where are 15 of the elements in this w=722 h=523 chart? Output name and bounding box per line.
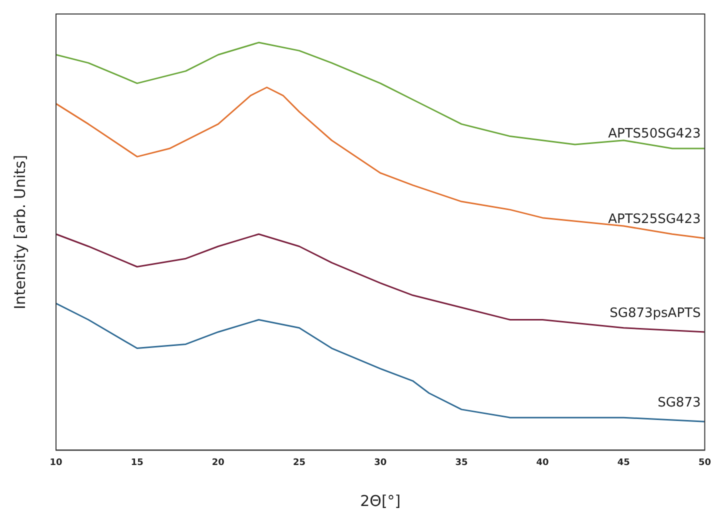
x-tick-label: 15 — [130, 458, 144, 468]
x-tick-label: 20 — [212, 458, 224, 468]
y-axis-title: Intensity [arb. Units] — [10, 154, 29, 310]
x-tick-label: 40 — [536, 458, 549, 468]
x-tick-label: 35 — [455, 458, 468, 468]
series-label: SG873 — [658, 395, 701, 410]
x-axis-title: 2Θ[°] — [360, 492, 401, 510]
x-tick-label: 45 — [617, 458, 630, 468]
x-tick-label: 30 — [374, 458, 387, 468]
series-label: APTS50SG423 — [608, 126, 701, 142]
x-tick-label: 10 — [50, 458, 62, 468]
series-label: APTS25SG423 — [608, 212, 701, 228]
x-tick-label: 50 — [698, 458, 712, 468]
x-tick-label: 25 — [293, 458, 306, 468]
series-label: SG873psAPTS — [610, 306, 701, 321]
